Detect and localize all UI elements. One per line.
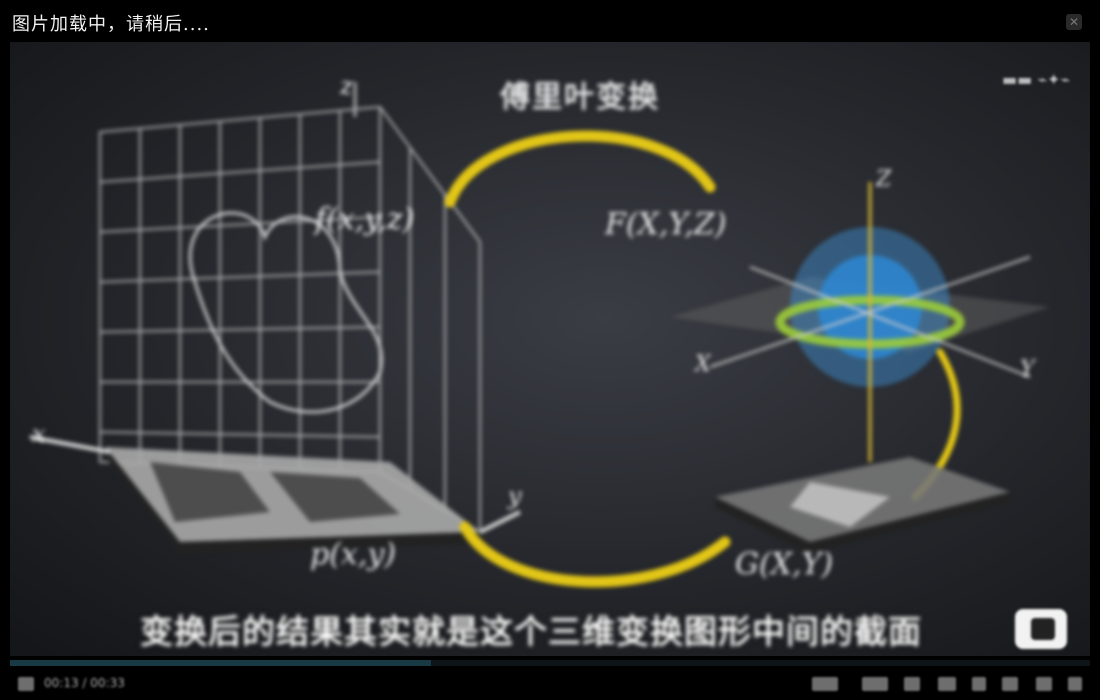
pip-icon[interactable] [972,677,986,691]
watermark-logo: ▬▬ ⌁✦⌁ [1002,70,1070,89]
axis-y-label: y [508,482,522,510]
video-caption: 变换后的结果其实就是这个三维变换图形中间的截面 [140,612,922,651]
diagram-illustration [29,82,1050,588]
more-icon[interactable] [1068,677,1082,691]
fullscreen-icon[interactable] [1002,677,1018,691]
close-icon[interactable]: ✕ [1066,14,1082,30]
overlay-top-label: 傅里叶变换 [500,80,660,115]
subtitle-icon[interactable] [904,677,920,691]
progress-bar[interactable] [10,660,1090,666]
theater-icon[interactable] [1036,677,1052,691]
speed-icon[interactable] [862,677,888,691]
time-display: 00:13 / 00:33 [44,676,125,690]
progress-fill [10,660,432,666]
axis-right-y-label: Y [1020,357,1035,382]
equation-left: f(x,y,z) [315,202,415,237]
play-icon[interactable] [18,677,34,691]
axis-right-z-label: Z [876,167,892,192]
settings-icon[interactable] [812,677,838,691]
volume-icon[interactable] [938,677,956,691]
equation-bottom-right: G(X,Y) [735,547,834,582]
axis-right-x-label: X [695,352,711,377]
equation-bottom-left: p(x,y) [310,537,397,572]
axis-z-label: z [340,72,353,100]
video-badge-icon[interactable] [1015,609,1067,649]
axis-x-label: x [32,420,46,448]
equation-right: F(X,Y,Z) [605,207,727,242]
top-bar: 图片加载中，请稍后.... ✕ [0,0,1100,42]
loading-text: 图片加载中，请稍后.... [12,14,210,35]
video-frame[interactable]: ▬▬ ⌁✦⌁ 傅里叶变换 f(x,y,z) F(X,Y,Z) p(x,y) G(… [10,42,1090,656]
player-controls: 00:13 / 00:33 [0,668,1100,700]
